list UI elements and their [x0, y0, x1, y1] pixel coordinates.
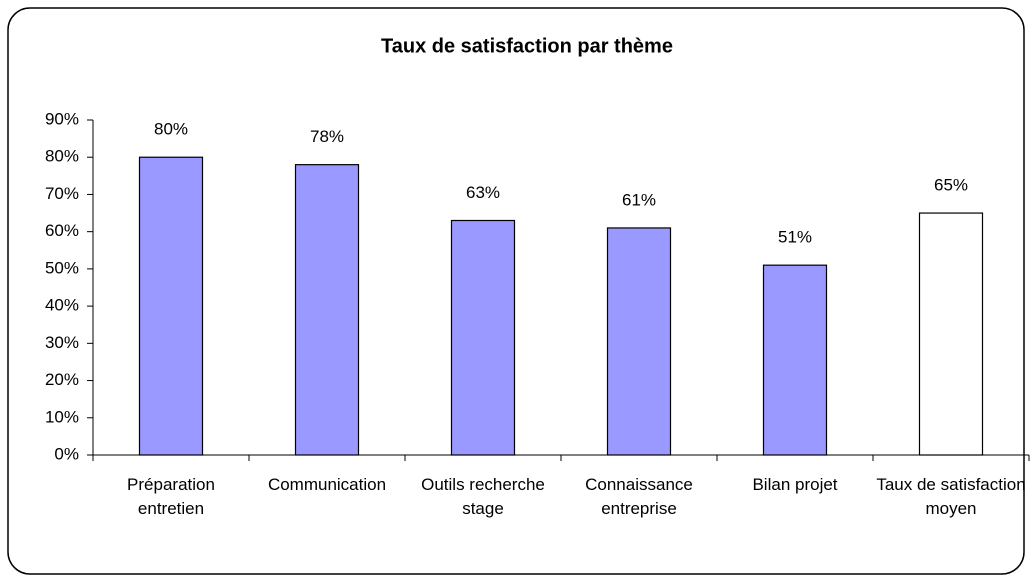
y-tick-label: 30% [45, 333, 79, 352]
bar [606, 227, 672, 456]
x-tick-label: Communication [267, 475, 387, 494]
x-tick-label-box: Communication [267, 475, 387, 494]
data-label: 51% [778, 228, 812, 247]
y-tick-label: 40% [45, 296, 79, 315]
data-label: 78% [310, 127, 344, 146]
x-tick-label: Bilan projet [752, 475, 838, 494]
bar [918, 212, 984, 456]
y-tick-label: 60% [45, 221, 79, 240]
y-tick-label: 20% [45, 370, 79, 389]
chart-title: Taux de satisfaction par thème [381, 35, 673, 57]
x-tick-label-box: Préparation entretien [127, 475, 215, 518]
x-tick-label: Connaissance entreprise [585, 475, 693, 518]
x-tick-label: Outils recherche stage [421, 475, 545, 518]
data-label: 61% [622, 190, 656, 209]
y-tick-label: 70% [45, 184, 79, 203]
x-tick-label: Préparation entretien [127, 475, 215, 518]
bar [450, 219, 516, 456]
y-tick-label: 50% [45, 258, 79, 277]
x-tick-label-box: Taux de satisfaction moyen [876, 475, 1026, 518]
y-tick-label: 80% [45, 147, 79, 166]
bar [762, 264, 828, 456]
data-label: 63% [466, 183, 500, 202]
x-tick-label: Taux de satisfaction moyen [876, 475, 1026, 518]
x-tick-label-box: Connaissance entreprise [585, 475, 693, 518]
data-label: 80% [154, 120, 188, 139]
y-tick-label: 0% [54, 444, 79, 463]
bar [294, 164, 360, 456]
y-tick-label: 90% [45, 109, 79, 128]
bar [138, 156, 204, 456]
x-tick-label-box: Bilan projet [752, 475, 838, 494]
data-label: 65% [934, 176, 968, 195]
y-tick-label: 10% [45, 407, 79, 426]
x-tick-label-box: Outils recherche stage [421, 475, 545, 518]
